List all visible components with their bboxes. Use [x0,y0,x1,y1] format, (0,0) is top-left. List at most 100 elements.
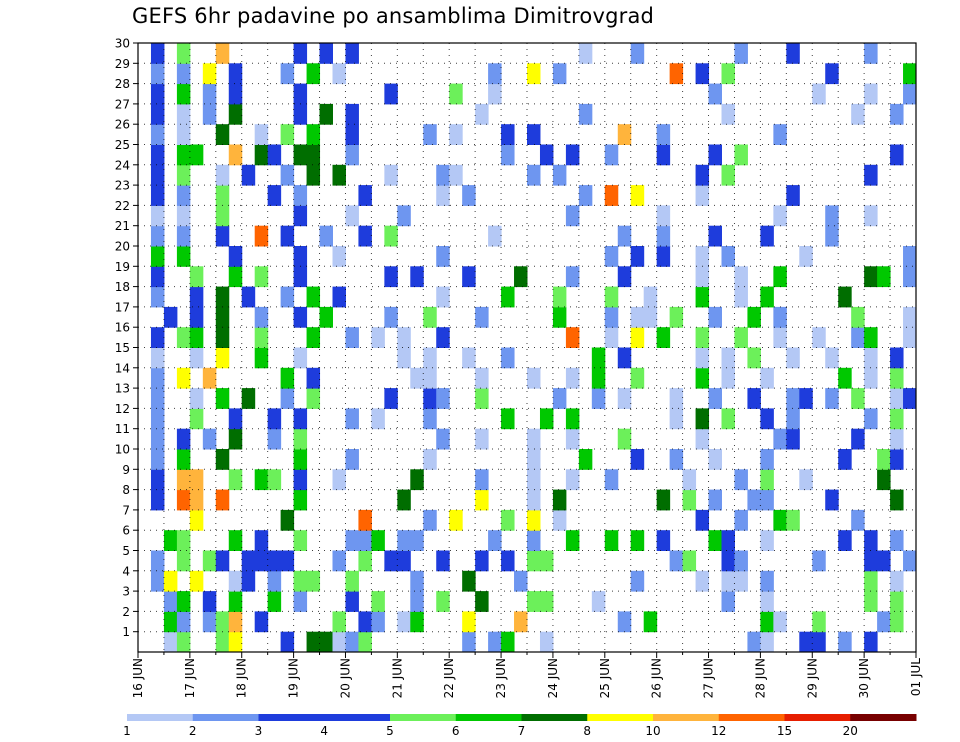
heatmap-cell [721,408,735,430]
legend-label: 2 [189,724,197,738]
heatmap-cell [877,469,891,491]
heatmap-cell [293,306,308,328]
heatmap-cell [695,428,710,450]
y-tick-label: 30 [115,37,130,51]
heatmap-cell [527,509,541,531]
heatmap-cell [150,205,165,227]
heatmap-cell [864,43,878,64]
heatmap-cell [436,550,450,572]
heatmap-cell [384,83,398,105]
heatmap-cell [617,124,632,145]
heatmap-cell [423,449,437,470]
heatmap-cell [838,631,852,653]
heatmap-cell [397,530,411,551]
heatmap-cell [773,509,787,531]
heatmap-cell [319,306,333,328]
heatmap-cell [838,367,852,389]
heatmap-cell [410,266,424,288]
heatmap-cell [215,388,230,409]
heatmap-cell [864,347,878,369]
heatmap-cell [552,164,567,186]
heatmap-cell [163,631,178,653]
heatmap-cell [293,530,308,551]
heatmap-cell [345,205,359,227]
heatmap-cell [851,388,865,409]
heatmap-cell [565,327,580,348]
heatmap-cell [150,103,165,125]
heatmap-cell [786,185,800,206]
heatmap-cell [150,388,165,409]
heatmap-cell [332,246,346,267]
legend-label: 20 [843,724,858,738]
heatmap-cell [604,246,619,267]
heatmap-cell [864,530,878,551]
heatmap-cell [760,591,774,612]
heatmap-cell [747,388,761,409]
heatmap-cell [150,124,165,145]
heatmap-cell [851,327,865,348]
heatmap-cell [280,164,295,186]
heatmap-cell [423,347,437,369]
heatmap-cell [371,530,385,551]
heatmap-cell [565,428,580,450]
heatmap-cell [501,144,515,166]
y-tick-label: 8 [122,483,130,497]
heatmap-cell [306,144,321,166]
heatmap-cell [552,388,567,409]
heatmap-cell [332,611,346,633]
legend-swatch [587,714,654,721]
heatmap-cell [384,266,398,288]
y-tick-label: 26 [115,118,130,132]
heatmap-cell [176,550,191,572]
legend-swatch [127,714,194,721]
heatmap-cell [903,306,917,328]
heatmap-cell [332,286,346,308]
heatmap-cell [228,103,243,125]
heatmap-cell [150,185,165,206]
heatmap-cell [669,306,684,328]
heatmap-cell [293,103,308,125]
heatmap-cell [527,550,541,572]
heatmap-cell [150,550,165,572]
heatmap-cell [501,124,515,145]
heatmap-cell [410,570,424,592]
heatmap-cell [150,327,165,348]
heatmap-cell [384,550,398,572]
heatmap-cell [176,124,191,145]
heatmap-cell [267,550,282,572]
heatmap-cell [436,185,450,206]
heatmap-cell [682,550,697,572]
heatmap-cell [825,225,839,247]
heatmap-cell [812,83,826,105]
heatmap-cell [215,185,230,206]
heatmap-cell [228,469,243,491]
heatmap-cell [371,611,385,633]
heatmap-cell [306,570,321,592]
heatmap-cell [215,611,230,633]
heatmap-cell [293,43,308,64]
heatmap-cell [708,306,722,328]
heatmap-cell [501,509,515,531]
heatmap-cell [202,367,217,389]
heatmap-cell [501,631,515,653]
heatmap-cell [890,367,904,389]
heatmap-cell [397,489,411,511]
heatmap-cell [150,449,165,470]
heatmap-cell [721,347,735,369]
heatmap-cell [734,144,748,166]
heatmap-cell [319,103,333,125]
heatmap-cell [527,164,541,186]
heatmap-cell [708,225,722,247]
heatmap-cell [436,327,450,348]
heatmap-cell [332,550,346,572]
heatmap-cell [345,591,359,612]
heatmap-cell [760,225,774,247]
y-tick-label: 1 [122,625,130,639]
heatmap-cell [306,388,321,409]
heatmap-cell [176,164,191,186]
heatmap-cell [293,205,308,227]
heatmap-cell [189,509,204,531]
heatmap-cell [358,509,372,531]
heatmap-cell [903,327,917,348]
y-tick-label: 11 [115,422,130,436]
